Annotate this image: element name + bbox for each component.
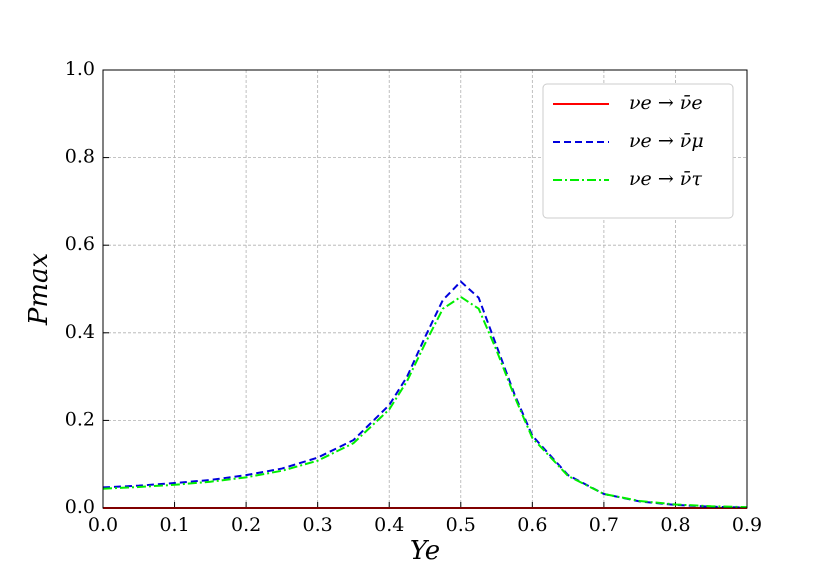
x-tick-label: 0.6: [517, 514, 547, 536]
legend-label: νe → ν̄τ: [629, 168, 702, 190]
legend-label: νe → ν̄μ: [629, 130, 704, 152]
x-tick-label: 0.4: [374, 514, 404, 536]
y-tick-label: 1.0: [65, 58, 95, 80]
series-line: [102, 295, 748, 509]
x-tick-label: 0.3: [303, 514, 333, 536]
x-tick-label: 0.0: [88, 514, 118, 536]
y-tick-label: 0.8: [65, 146, 95, 168]
legend-label: νe → ν̄e: [629, 92, 703, 114]
plot-frame: [102, 69, 748, 509]
x-axis-label: Ye: [410, 536, 440, 566]
y-tick-label: 0.6: [65, 233, 95, 255]
y-tick-label: 0.0: [65, 496, 95, 518]
x-tick-label: 0.7: [589, 514, 619, 536]
x-tick-label: 0.2: [231, 514, 261, 536]
legend-box: [542, 83, 734, 219]
x-tick-label: 0.1: [159, 514, 189, 536]
y-tick-label: 0.2: [65, 408, 95, 430]
legend: νe → ν̄e νe → ν̄μ νe → ν̄τ: [542, 83, 734, 219]
x-tick-label: 0.9: [732, 514, 762, 536]
x-tick-label: 0.8: [660, 514, 690, 536]
y-axis-label: Pmax: [24, 253, 54, 327]
x-tick-label: 0.5: [446, 514, 476, 536]
y-tick-label: 0.4: [65, 321, 95, 343]
series-line: [102, 280, 748, 509]
